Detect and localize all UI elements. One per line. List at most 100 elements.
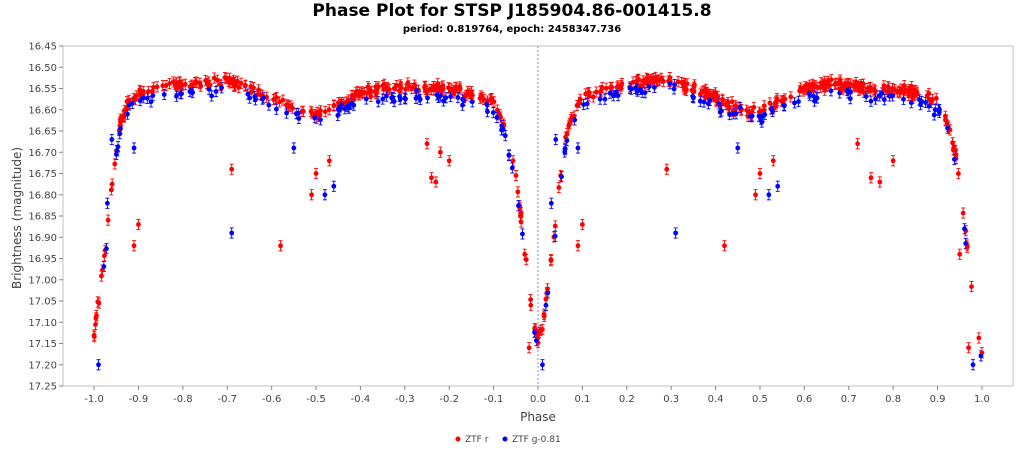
y-tick-label: 16.50: [28, 63, 57, 74]
ztf-g-point: [627, 85, 633, 91]
x-tick-label: -0.2: [439, 394, 459, 405]
ztf-r-point: [897, 90, 903, 96]
ztf-g-point: [908, 100, 914, 106]
x-tick-label: -0.4: [351, 394, 371, 405]
ztf-r-point: [960, 210, 966, 216]
ztf-r-point: [131, 243, 137, 249]
ztf-g-point: [936, 109, 942, 115]
ztf-g-point: [532, 329, 537, 335]
ztf-g-point: [331, 183, 337, 189]
ztf-r-point: [574, 103, 580, 108]
ztf-g-point: [814, 95, 820, 101]
ztf-r-point: [658, 75, 664, 81]
ztf-g-point: [673, 230, 679, 236]
ztf-g-point: [335, 113, 341, 118]
ztf-r-point: [403, 86, 408, 92]
ztf-g-point: [284, 110, 289, 116]
ztf-r-point: [359, 91, 365, 96]
ztf-r-point: [272, 96, 278, 101]
ztf-g-point: [762, 112, 768, 117]
ztf-g-point: [926, 103, 932, 109]
ztf-r-point: [177, 79, 182, 85]
ztf-g-point: [414, 88, 419, 93]
ztf-g-point: [189, 87, 194, 93]
ztf-g-point: [266, 102, 272, 108]
ztf-g-point: [584, 101, 590, 107]
ztf-r-point: [439, 84, 445, 90]
ztf-g-point: [564, 138, 570, 144]
ztf-g-point: [717, 109, 723, 115]
ztf-g-point: [901, 96, 906, 102]
ztf-r-point: [109, 181, 115, 187]
ztf-g-point: [575, 145, 581, 151]
legend-marker-ztf-g: [502, 436, 508, 442]
ztf-g-point: [126, 102, 132, 108]
ztf-g-point: [499, 127, 504, 133]
ztf-g-point: [581, 102, 587, 108]
ztf-g-point: [868, 98, 874, 104]
ztf-r-point: [828, 77, 834, 83]
ztf-r-point: [757, 171, 763, 176]
ztf-g-point: [533, 338, 539, 344]
ztf-g-point: [318, 117, 323, 123]
ztf-g-point: [494, 115, 500, 120]
legend-marker-ztf-r: [455, 436, 461, 442]
ztf-r-point: [433, 179, 439, 185]
ztf-r-point: [280, 97, 286, 103]
ztf-g-point: [114, 148, 120, 154]
ztf-r-point: [914, 91, 920, 97]
y-tick-label: 16.90: [28, 233, 57, 244]
ztf-r-point: [256, 87, 262, 93]
ztf-g-point: [520, 231, 525, 237]
x-tick-label: -0.5: [306, 394, 326, 405]
ztf-r-point: [901, 83, 907, 88]
ztf-r-point: [517, 213, 523, 219]
ztf-r-point: [151, 85, 156, 90]
ztf-r-point: [469, 89, 474, 94]
y-tick-label: 16.85: [28, 212, 57, 223]
ztf-r-point: [609, 85, 615, 90]
ztf-g-point: [962, 226, 967, 232]
ztf-g-point: [144, 95, 150, 101]
ztf-g-point: [416, 94, 422, 100]
ztf-g-point: [140, 95, 146, 101]
ztf-r-point: [807, 82, 813, 88]
ztf-g-point: [796, 99, 801, 104]
ztf-r-point: [175, 84, 181, 89]
ztf-r-point: [465, 89, 471, 94]
x-tick-label: 0.5: [752, 394, 768, 405]
ztf-r-point: [884, 89, 890, 95]
ztf-r-point: [720, 96, 725, 102]
y-axis-label: Brightness (magnitude): [10, 147, 24, 289]
ztf-g-point: [448, 94, 453, 100]
ztf-r-point: [909, 84, 915, 89]
ztf-r-point: [515, 189, 521, 195]
ztf-g-point: [646, 84, 652, 89]
ztf-g-point: [881, 97, 887, 103]
ztf-r-point: [698, 91, 703, 97]
ztf-g-point: [460, 96, 466, 102]
ztf-r-point: [585, 90, 591, 96]
ztf-r-point: [523, 257, 529, 263]
ztf-g-point: [545, 290, 551, 296]
y-tick-label: 16.60: [28, 105, 57, 116]
ztf-g-point: [383, 93, 389, 99]
ztf-g-point: [206, 86, 212, 92]
x-tick-label: 0.8: [885, 394, 901, 405]
ztf-r-point: [126, 97, 132, 103]
y-tick-label: 17.15: [28, 339, 57, 350]
ztf-r-point: [93, 315, 99, 321]
ztf-g-point: [597, 96, 603, 102]
ztf-r-point: [906, 89, 911, 94]
ztf-g-point: [391, 98, 397, 104]
ztf-g-point: [691, 95, 696, 101]
ztf-g-point: [125, 111, 130, 117]
ztf-r-point: [468, 93, 474, 99]
y-tick-label: 17.05: [28, 297, 57, 308]
ztf-r-point: [248, 84, 254, 89]
x-tick-label: 0.3: [663, 394, 679, 405]
ztf-g-point: [96, 362, 101, 368]
ztf-g-point: [460, 102, 465, 108]
ztf-r-point: [966, 345, 972, 351]
